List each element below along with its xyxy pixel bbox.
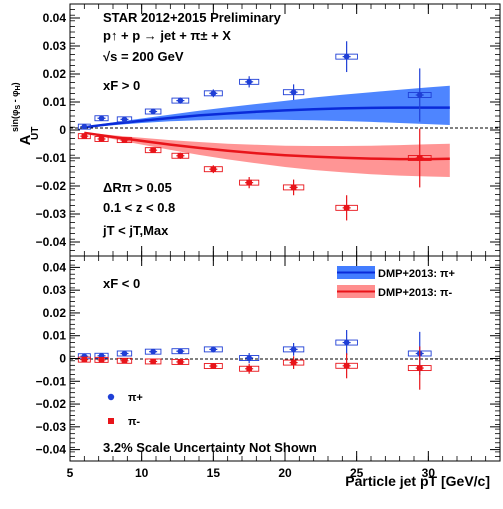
data-point-pi-plus <box>290 89 297 95</box>
data-point-pi-minus <box>246 365 252 372</box>
y-axis-title-sub: UT <box>30 127 41 140</box>
x-tick-label: 20 <box>278 466 292 480</box>
data-point-pi-minus <box>290 184 297 191</box>
data-point-pi-plus <box>246 79 252 85</box>
theory-legend: DMP+2013: π+ DMP+2013: π- <box>337 266 455 299</box>
x-tick-label: 15 <box>207 466 221 480</box>
bottom-panel: −0.04 −0.03 −0.02 −0.01 0 0.01 0.02 0.03 0.04 5 1… <box>36 255 501 480</box>
marker-legend-pi-plus-label: π+ <box>128 392 143 404</box>
annotation-reaction: p↑ + p → jet + π± + X <box>103 28 231 43</box>
y-tick-label: 0.04 <box>43 11 67 25</box>
annotation-z-range: 0.1 < z < 0.8 <box>103 200 175 215</box>
data-point-pi-minus <box>81 356 88 363</box>
top-panel: −0.04 −0.03 −0.02 −0.01 0 0.01 0.02 0.03 0.04 ST… <box>36 3 501 257</box>
bottom-x-ticks: 5 10 15 20 25 30 <box>67 256 501 480</box>
annotation-jt-cut: jT < jT,Max <box>102 223 169 238</box>
data-point-pi-plus <box>177 97 184 104</box>
data-point-pi-minus <box>121 357 128 364</box>
data-point-pi-plus <box>150 348 156 355</box>
y-tick-label: −0.03 <box>36 207 67 221</box>
marker-legend-pi-minus-label: π- <box>128 416 140 428</box>
data-point-pi-plus <box>290 346 297 353</box>
y-tick-label: −0.04 <box>36 235 67 249</box>
marker-legend: π+ π- <box>107 392 143 428</box>
data-point-pi-plus <box>121 350 128 357</box>
data-point-pi-minus <box>343 362 350 369</box>
data-point-pi-minus <box>416 155 423 161</box>
legend-label-pi-plus: DMP+2013: π+ <box>378 268 455 280</box>
y-tick-label: 0 <box>59 352 66 366</box>
theory-curve-pi-plus <box>84 106 450 129</box>
top-data-points <box>77 41 432 221</box>
y-tick-label: 0.03 <box>43 283 67 297</box>
y-axis-title-main: A <box>17 134 34 145</box>
y-tick-label: 0.03 <box>43 39 67 53</box>
annotation-experiment: STAR 2012+2015 Preliminary <box>103 10 282 25</box>
y-tick-label: −0.01 <box>36 374 67 388</box>
top-theory-bands <box>84 85 450 177</box>
y-tick-label: −0.04 <box>36 443 67 457</box>
data-point-pi-minus <box>150 147 156 153</box>
y-tick-label: −0.02 <box>36 397 67 411</box>
data-point-pi-minus <box>121 137 128 143</box>
annotation-xf-positive: xF > 0 <box>103 78 140 93</box>
x-tick-label: 5 <box>67 466 74 480</box>
data-point-pi-plus <box>177 348 184 355</box>
data-point-pi-minus <box>210 363 217 369</box>
y-axis-title: A UT sin(φS - φH) <box>10 82 41 145</box>
data-point-pi-plus <box>416 92 423 98</box>
data-point-pi-minus <box>98 136 105 142</box>
x-tick-label: 30 <box>422 466 436 480</box>
data-point-pi-plus <box>121 116 128 123</box>
data-point-pi-minus <box>177 152 184 159</box>
y-tick-label: −0.01 <box>36 151 67 165</box>
marker-legend-pi-minus-marker <box>108 418 114 424</box>
y-tick-label: 0.02 <box>43 67 67 81</box>
y-tick-label: 0.01 <box>43 95 67 109</box>
data-point-pi-minus <box>290 359 297 366</box>
data-point-pi-minus <box>150 358 156 365</box>
x-tick-label: 10 <box>135 466 149 480</box>
top-y-ticks: −0.04 −0.03 −0.02 −0.01 0 0.01 0.02 0.03 0.04 <box>36 3 500 257</box>
bottom-y-ticks: −0.04 −0.03 −0.02 −0.01 0 0.01 0.02 0.03 0.04 <box>36 255 500 462</box>
theory-curve-pi-minus <box>84 131 450 161</box>
data-point-pi-minus <box>81 133 88 139</box>
annotation-scale-uncertainty: 3.2% Scale Uncertainty Not Shown <box>103 440 317 455</box>
data-point-pi-minus <box>177 359 184 365</box>
y-tick-label: 0 <box>59 123 66 137</box>
y-tick-label: −0.03 <box>36 420 67 434</box>
data-point-pi-plus <box>98 115 105 122</box>
data-point-pi-plus <box>343 339 350 346</box>
marker-legend-pi-plus-marker <box>107 393 115 401</box>
annotation-delta-r: ΔRπ > 0.05 <box>103 180 172 195</box>
legend-label-pi-minus: DMP+2013: π- <box>378 287 452 299</box>
x-tick-label: 25 <box>350 466 364 480</box>
top-x-ticks <box>69 4 501 256</box>
y-tick-label: 0.01 <box>43 329 67 343</box>
data-point-pi-minus <box>98 357 105 363</box>
y-tick-label: −0.02 <box>36 179 67 193</box>
y-axis-title-sup: sin(φS - φH) <box>10 82 22 132</box>
data-point-pi-plus <box>150 108 156 115</box>
y-tick-label: 0.02 <box>43 306 67 320</box>
data-point-pi-plus <box>210 90 217 97</box>
bottom-data-points <box>77 330 432 390</box>
annotation-energy: √s = 200 GeV <box>103 49 184 64</box>
y-tick-label: 0.04 <box>43 260 67 274</box>
data-point-pi-plus <box>210 346 217 353</box>
data-point-pi-plus <box>343 53 350 60</box>
annotation-xf-negative: xF < 0 <box>103 276 140 291</box>
data-point-pi-plus <box>246 355 252 361</box>
data-point-pi-minus <box>343 205 350 211</box>
data-point-pi-plus <box>81 123 88 130</box>
x-axis-title: Particle jet pT [GeV/c] <box>345 473 490 489</box>
data-point-pi-minus <box>246 179 252 186</box>
data-point-pi-minus <box>416 365 423 371</box>
data-point-pi-minus <box>210 166 217 172</box>
